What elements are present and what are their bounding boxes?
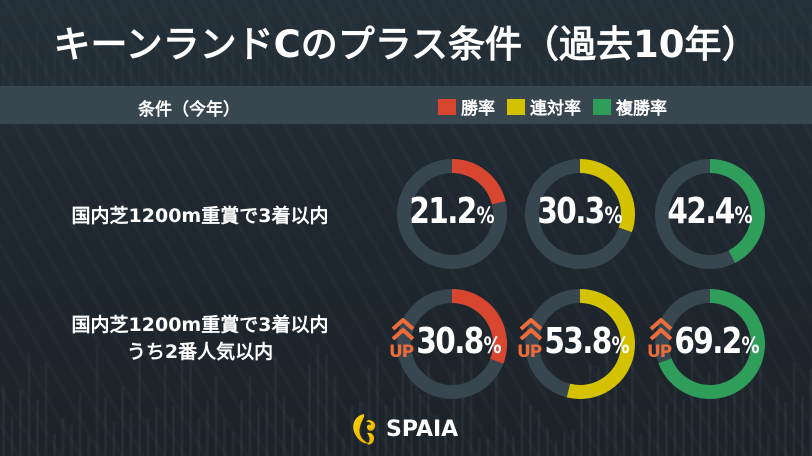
- rate-number: 21.2: [409, 191, 477, 232]
- legend-label: 複勝率: [616, 99, 667, 119]
- legend-item-place-rate: 複勝率: [593, 94, 667, 119]
- legend-label: 勝率: [461, 99, 495, 119]
- donut-row2-win-rate: UP 30.8%: [389, 285, 511, 403]
- rate-value: 42.4%: [662, 191, 759, 232]
- rate-unit: %: [611, 334, 630, 359]
- rate-value: 53.8%: [544, 321, 629, 362]
- up-arrow-icon: UP: [647, 318, 675, 364]
- donut-row1-place-rate: 42.4%: [651, 155, 769, 273]
- rate-number: 30.3: [537, 191, 605, 232]
- legend-item-quinella-rate: 連対率: [507, 94, 581, 119]
- rate-unit: %: [734, 204, 753, 229]
- up-arrow-icon: UP: [517, 318, 545, 364]
- up-label: UP: [647, 342, 672, 362]
- up-label: UP: [389, 342, 414, 362]
- condition-column-header: 条件（今年）: [138, 100, 240, 120]
- rate-number: 30.8: [416, 321, 484, 362]
- donut-row1-win-rate: 21.2%: [393, 155, 511, 273]
- legend-swatch-green: [593, 98, 611, 115]
- donut-ring: [525, 159, 635, 269]
- row-label-line: うち2番人気以内: [126, 341, 274, 363]
- rate-value: 69.2%: [674, 321, 759, 362]
- rate-value: 30.3%: [532, 191, 629, 232]
- row-label-line: 国内芝1200m重賞で3着以内: [71, 205, 329, 227]
- legend-swatch-red: [438, 98, 456, 115]
- donut-row2-quinella-rate: UP 53.8%: [517, 285, 639, 403]
- up-arrow-icon: UP: [389, 318, 417, 364]
- spaia-logo-icon: [353, 414, 376, 445]
- rate-value: 30.8%: [416, 321, 501, 362]
- legend-swatch-yellow: [507, 98, 525, 115]
- rate-number: 53.8: [544, 321, 612, 362]
- donut-ring: [655, 159, 765, 269]
- rate-unit: %: [476, 204, 495, 229]
- rate-unit: %: [483, 334, 502, 359]
- brand-name: SPAIA: [386, 416, 459, 442]
- rate-number: 42.4: [667, 191, 735, 232]
- up-label: UP: [517, 342, 542, 362]
- rate-unit: %: [604, 204, 623, 229]
- legend-item-win-rate: 勝率: [438, 94, 495, 119]
- row-2-condition-label: 国内芝1200m重賞で3着以内 うち2番人気以内: [0, 312, 400, 366]
- row-label-line: 国内芝1200m重賞で3着以内: [71, 314, 329, 336]
- rate-number: 69.2: [674, 321, 742, 362]
- donut-ring: [397, 159, 507, 269]
- spaia-logo: SPAIA: [350, 412, 458, 446]
- legend-label: 連対率: [530, 99, 581, 119]
- donut-ring: [525, 289, 635, 399]
- row-1-condition-label: 国内芝1200m重賞で3着以内: [0, 203, 400, 230]
- donut-row2-place-rate: UP 69.2%: [647, 285, 769, 403]
- donut-ring: [397, 289, 507, 399]
- rate-value: 21.2%: [404, 191, 501, 232]
- donut-ring: [655, 289, 765, 399]
- donut-row1-quinella-rate: 30.3%: [521, 155, 639, 273]
- header-band: [0, 86, 812, 124]
- page-title: キーンランドCのプラス条件（過去10年）: [53, 23, 759, 66]
- rate-unit: %: [741, 334, 760, 359]
- legend: 勝率 連対率 複勝率: [438, 94, 667, 119]
